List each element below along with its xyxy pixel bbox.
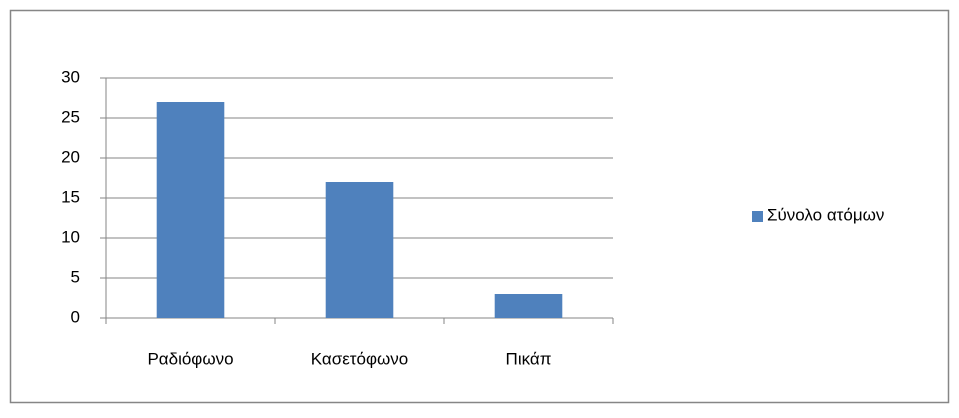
bar [325,182,394,318]
x-tick-label: Πικάπ [506,349,552,368]
y-tick-label: 15 [61,187,80,206]
bar [156,102,225,318]
y-tick-label: 0 [71,307,80,326]
y-tick-label: 25 [61,107,80,126]
y-tick-label: 10 [61,227,80,246]
x-tick-label: Κασετόφωνο [311,349,408,368]
y-tick-label: 5 [71,267,80,286]
legend-label: Σύνολο ατόμων [767,205,884,224]
bar [494,294,563,318]
x-tick-label: Ραδιόφωνο [147,349,233,368]
y-tick-label: 30 [61,67,80,86]
y-tick-label: 20 [61,147,80,166]
legend-swatch [752,211,763,222]
